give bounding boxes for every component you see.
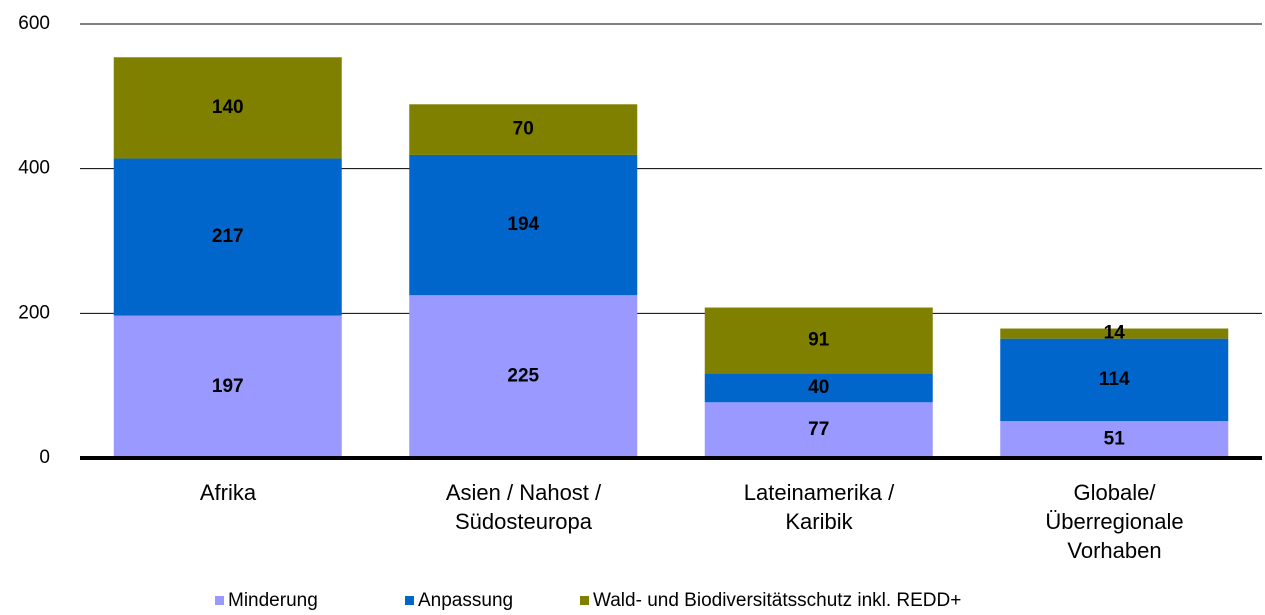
- data-label: 40: [808, 377, 829, 398]
- bar-segment: [1000, 328, 1229, 339]
- data-label: 114: [1099, 369, 1130, 390]
- x-tick-label: Afrika: [199, 480, 257, 505]
- legend-swatch: [580, 596, 589, 605]
- y-tick-label: 200: [18, 302, 50, 323]
- bar-segment: [113, 158, 342, 316]
- legend-swatch: [405, 596, 414, 605]
- data-label: 194: [507, 214, 539, 235]
- bar-segment: [409, 295, 638, 458]
- bar-segment: [704, 373, 933, 403]
- data-label: 51: [1104, 429, 1126, 450]
- data-label: 217: [212, 226, 244, 247]
- x-tick-label: Globale/ Überregionale Vorhaben: [1045, 480, 1184, 563]
- y-tick-label: 400: [18, 158, 50, 179]
- y-tick-label: 0: [39, 447, 50, 468]
- x-tick-label: Asien / Nahost / Südosteuropa: [445, 480, 602, 534]
- legend-label: Wald- und Biodiversitätsschutz inkl. RED…: [593, 590, 961, 611]
- data-label: 140: [212, 97, 244, 118]
- bar-segment: [409, 104, 638, 155]
- data-label: 77: [808, 419, 829, 440]
- data-label: 14: [1104, 323, 1126, 344]
- bar-segment: [704, 307, 933, 374]
- bar-segment: [409, 154, 638, 296]
- x-tick-label: Lateinamerika / Karibik: [743, 480, 895, 534]
- data-label: 197: [212, 376, 244, 397]
- legend-swatch: [215, 596, 224, 605]
- bar-segment: [704, 402, 933, 458]
- bar-segment: [1000, 338, 1229, 422]
- bar-segment: [1000, 421, 1229, 458]
- bar-segment: [113, 315, 342, 458]
- data-label: 70: [513, 119, 534, 140]
- data-label: 91: [808, 329, 830, 350]
- data-label: 225: [507, 366, 539, 387]
- legend-label: Anpassung: [418, 590, 513, 611]
- y-tick-label: 600: [18, 13, 50, 34]
- legend-label: Minderung: [228, 590, 318, 611]
- bar-segment: [113, 57, 342, 159]
